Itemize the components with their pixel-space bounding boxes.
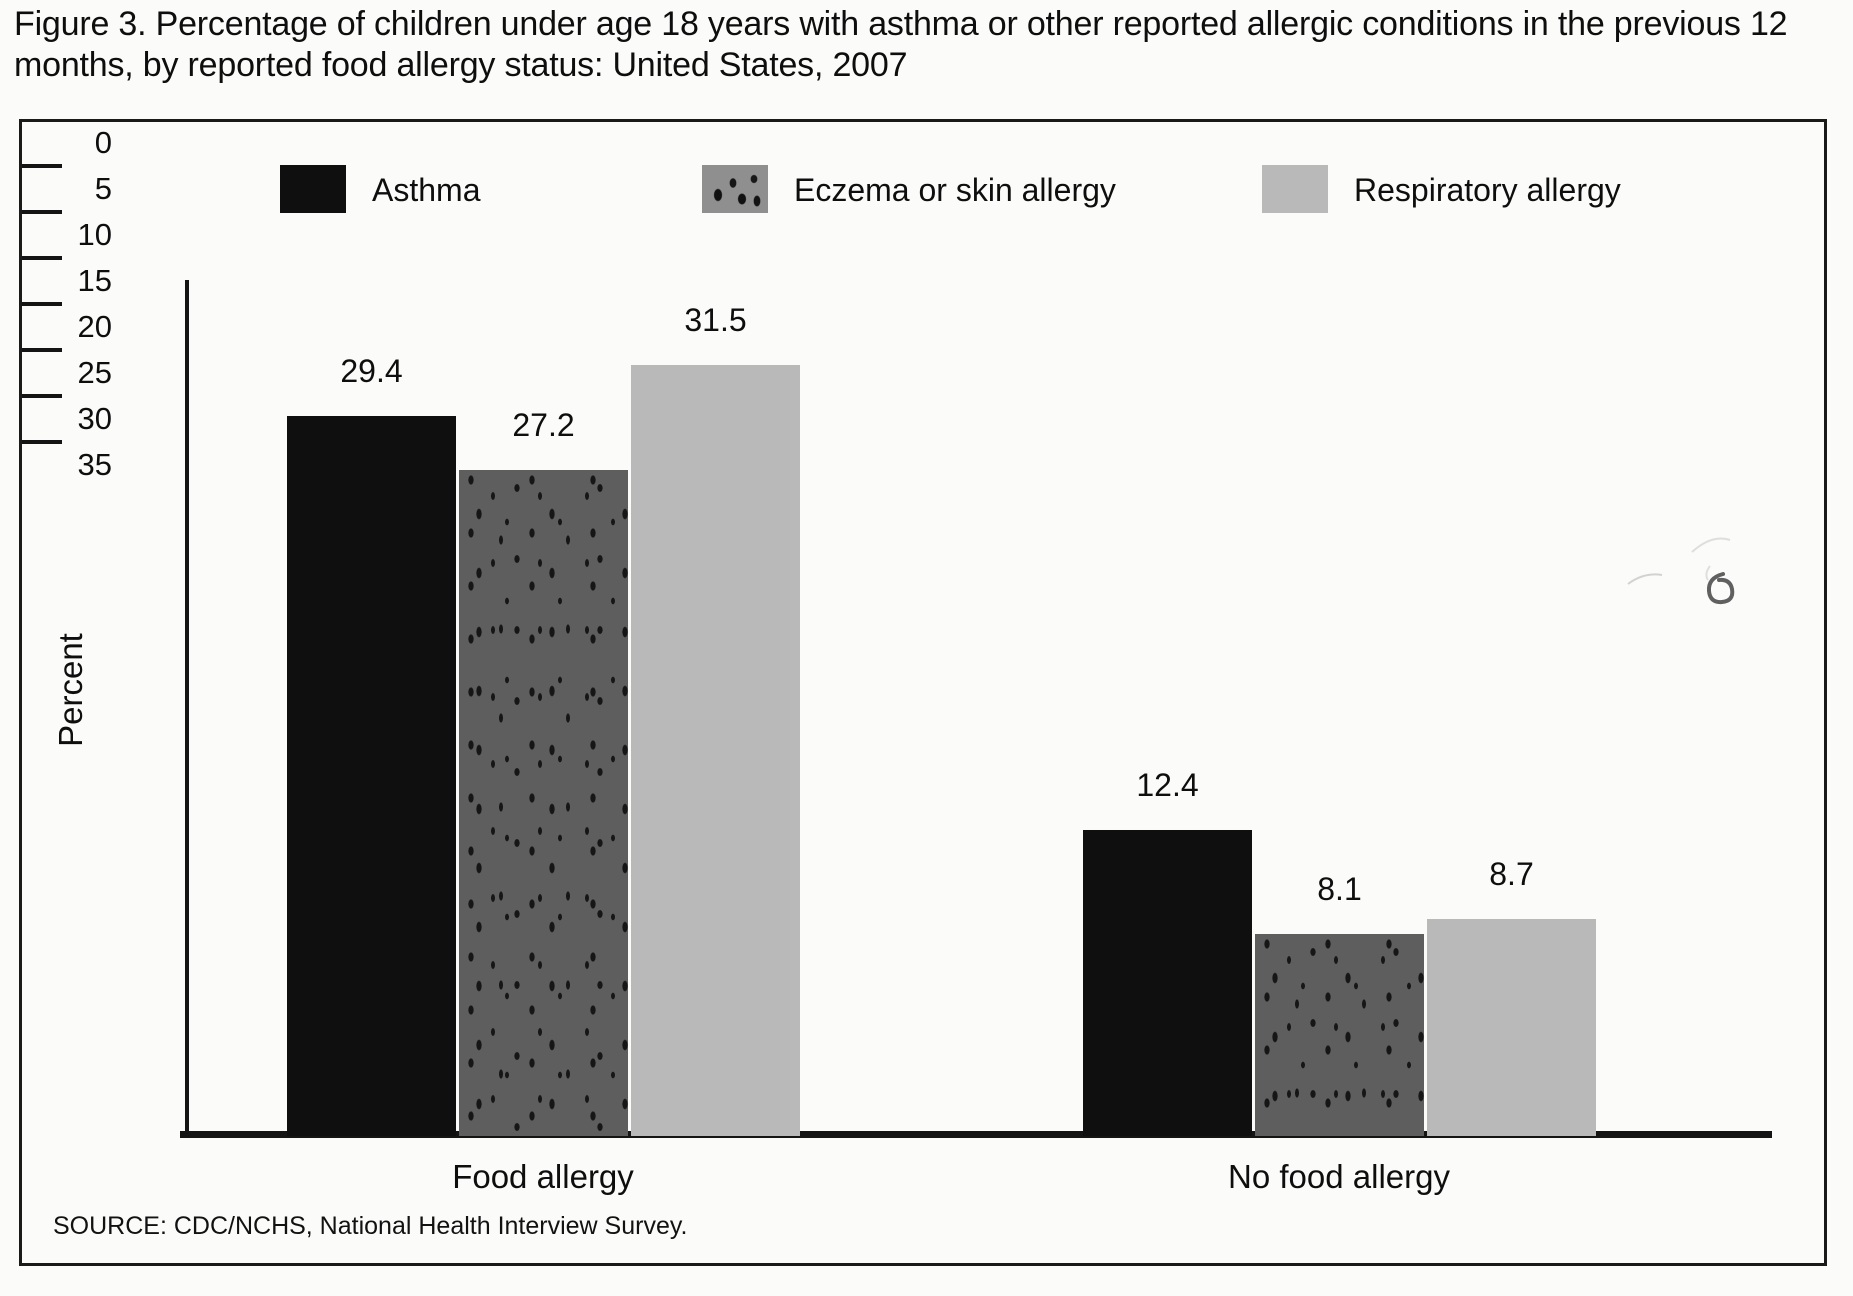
x-axis-baseline	[180, 1131, 1772, 1138]
y-tick-35	[22, 440, 62, 444]
y-tick-label-10: 10	[77, 217, 112, 252]
y-tick-label-0: 0	[94, 125, 112, 160]
y-tick-20	[22, 302, 62, 306]
chart-frame: Asthma Eczema or skin allergy Respirator…	[19, 119, 1827, 1266]
bar-group-no-food-allergy: 12.4 8.1 8.7	[1083, 767, 1596, 1136]
bar-value-label: 29.4	[340, 353, 403, 389]
bar-value-label: 8.7	[1489, 856, 1534, 892]
y-tick-label-15: 15	[77, 263, 112, 298]
y-tick-label-25: 25	[77, 355, 112, 390]
bar-group-food-allergy: 29.4 27.2 31.5	[287, 302, 800, 1136]
y-tick-label-30: 30	[77, 401, 112, 436]
legend-swatch-asthma	[280, 165, 346, 213]
bar-value-label: 12.4	[1136, 767, 1199, 803]
y-tick-30	[22, 394, 62, 398]
y-tick-10	[22, 210, 62, 214]
bar-value-label: 8.1	[1317, 871, 1362, 907]
legend-swatch-eczema	[702, 165, 768, 213]
y-tick-label-35: 35	[77, 447, 112, 482]
y-tick-label-5: 5	[94, 171, 112, 206]
category-label-no-food-allergy: No food allergy	[1228, 1158, 1450, 1195]
figure-title-line-2: months, by reported food allergy status:…	[14, 46, 908, 85]
y-axis-ticks-layer: 0 5 10 15 20 25 30 35	[22, 122, 1824, 1263]
scan-smudge-artifact	[1627, 537, 1735, 605]
bar-value-label: 31.5	[684, 302, 747, 338]
y-axis-line	[185, 280, 189, 1138]
legend-label-eczema: Eczema or skin allergy	[794, 172, 1116, 208]
figure-title: Figure 3. Percentage of children under a…	[14, 4, 1829, 87]
bar-eczema-or-skin-allergy-food-allergy: 27.2	[459, 407, 628, 1136]
source-note: SOURCE: CDC/NCHS, National Health Interv…	[53, 1212, 688, 1240]
bar-asthma-no-food-allergy: 12.4	[1083, 767, 1252, 1136]
y-tick-5	[22, 164, 62, 168]
legend-swatch-respiratory	[1262, 165, 1328, 213]
category-label-food-allergy: Food allergy	[452, 1158, 634, 1195]
y-tick-25	[22, 348, 62, 352]
y-tick-label-20: 20	[77, 309, 112, 344]
bar-respiratory-allergy-no-food-allergy: 8.7	[1427, 856, 1596, 1136]
figure-title-line-1: Figure 3. Percentage of children under a…	[14, 5, 1788, 43]
bar-respiratory-allergy-food-allergy: 31.5	[631, 302, 800, 1136]
legend-label-respiratory: Respiratory allergy	[1354, 172, 1621, 208]
bar-eczema-or-skin-allergy-no-food-allergy: 8.1	[1255, 871, 1424, 1136]
bar-asthma-food-allergy: 29.4	[287, 353, 456, 1136]
bar-value-label: 27.2	[512, 407, 575, 443]
legend-label-asthma: Asthma	[372, 172, 481, 208]
y-tick-15	[22, 256, 62, 260]
